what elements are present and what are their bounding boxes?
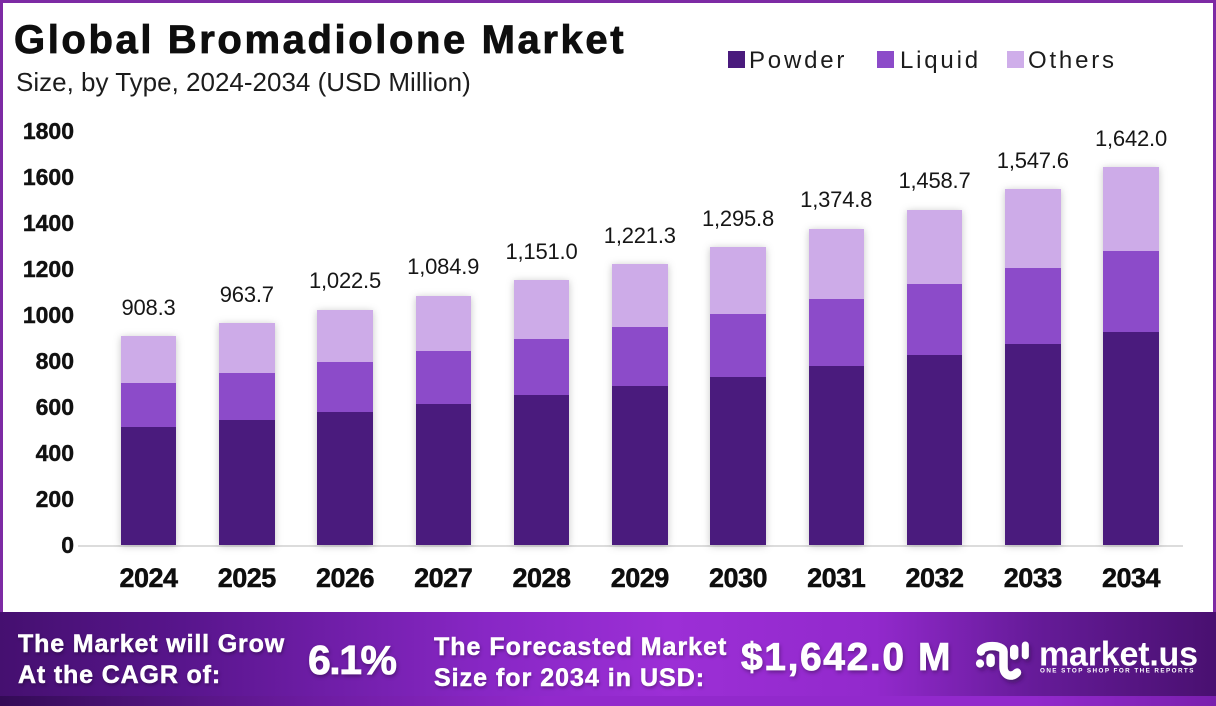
svg-text:market.us: market.us	[1039, 635, 1198, 673]
svg-text:ONE STOP SHOP FOR THE REPORTS: ONE STOP SHOP FOR THE REPORTS	[1040, 668, 1195, 675]
